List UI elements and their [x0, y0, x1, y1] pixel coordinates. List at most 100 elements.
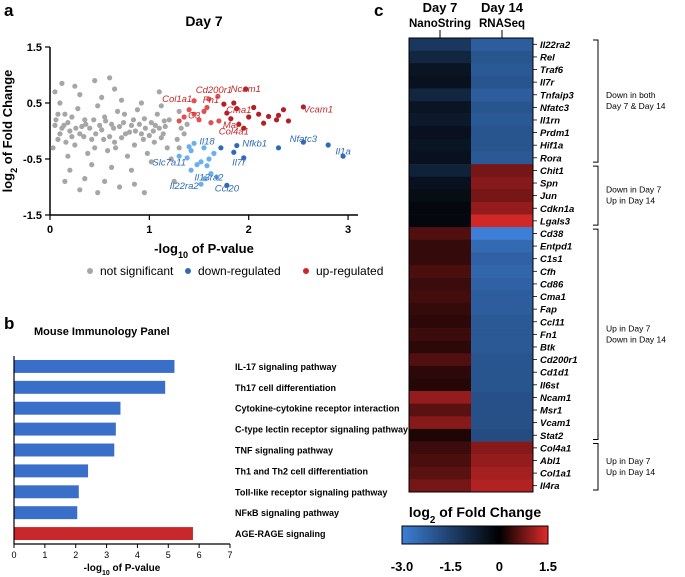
heatmap-cell-day7 — [409, 454, 471, 468]
bar — [14, 485, 79, 499]
gene-label: Il4ra — [540, 481, 560, 492]
heatmap-cell-day7 — [409, 315, 471, 329]
point-not-significant — [57, 100, 63, 106]
point-not-significant — [161, 118, 167, 124]
point-down-regulated — [184, 155, 190, 161]
point-not-significant — [166, 117, 172, 123]
point-not-significant — [89, 136, 95, 142]
point-not-significant — [160, 131, 166, 137]
category-label: Th1 and Th2 cell differentiation — [235, 466, 368, 476]
heatmap-cell-day7 — [409, 302, 471, 316]
group-bracket — [593, 165, 599, 226]
gene-label-up: Maf — [223, 120, 240, 131]
gene-label: Cd38 — [540, 229, 564, 240]
colorbar-title: log2 of Fold Change — [409, 504, 541, 526]
column-header-day: Day 14 — [481, 0, 524, 15]
heatmap-cell-day14 — [471, 176, 533, 190]
heatmap-cell-day7 — [409, 75, 471, 89]
point-down-regulated — [194, 162, 200, 168]
gene-label: Ccl11 — [540, 317, 565, 328]
category-label: IL-17 signaling pathway — [235, 362, 337, 372]
heatmap-cell-day14 — [471, 328, 533, 341]
group-label: Day 7 & Day 14 — [606, 101, 666, 111]
heatmap-cell-day14 — [471, 353, 533, 367]
bar — [14, 380, 166, 394]
gene-label: Msr1 — [540, 406, 562, 417]
x-axis-title: -log10 of P-value — [154, 241, 254, 260]
heatmap-cell-day7 — [409, 189, 471, 203]
point-down-regulated — [211, 150, 217, 156]
point-down-regulated — [188, 148, 194, 154]
heatmap-cell-day7 — [409, 416, 471, 430]
colorbar-tick-label: -1.5 — [439, 559, 461, 574]
point-down-regulated — [234, 142, 240, 149]
point-up-regulated — [196, 117, 202, 123]
gene-label-up: Cd200r1 — [196, 85, 232, 96]
point-not-significant — [148, 159, 154, 165]
point-not-significant — [116, 123, 123, 130]
point-not-significant — [156, 125, 162, 131]
point-up-regulated — [191, 111, 197, 117]
point-not-significant — [142, 125, 148, 131]
gene-label-up: Vcam1 — [303, 105, 333, 116]
gene-label: Entpd1 — [540, 242, 572, 253]
heatmap-cell-day14 — [471, 63, 533, 77]
category-label: NFκB signaling pathway — [235, 508, 339, 518]
point-not-significant — [67, 128, 73, 134]
point-not-significant — [114, 108, 121, 114]
colorbar-tick-label: 1.5 — [539, 559, 557, 574]
heatmap-cell-day7 — [409, 176, 471, 190]
point-up-regulated — [234, 106, 240, 112]
point-not-significant — [87, 125, 93, 131]
bar — [14, 443, 115, 457]
gene-label: Ncam1 — [540, 393, 571, 404]
point-down-regulated — [191, 140, 197, 146]
gene-label: Nfatc3 — [540, 103, 570, 114]
point-not-significant — [59, 80, 65, 86]
heatmap-cell-day14 — [471, 50, 533, 64]
panel-a-volcano-plot: a Day 7 0 1 2 3 1.5 0.5 -0.5 -1.5 -log10 of P-valu… — [0, 1, 383, 278]
heatmap-cell-day7 — [409, 277, 471, 291]
point-not-significant — [83, 121, 89, 127]
gene-label: Traf6 — [540, 65, 564, 76]
point-up-regulated — [176, 118, 182, 124]
gene-label: Cfh — [540, 267, 556, 278]
point-not-significant — [134, 107, 141, 113]
x-axis-title: -log10 of P-value — [84, 563, 161, 577]
point-up-regulated — [243, 86, 249, 92]
x-tick-label: 0 — [47, 224, 53, 236]
bar — [14, 527, 193, 541]
gene-label: Spn — [540, 179, 558, 190]
heatmap-cell-day14 — [471, 479, 533, 493]
point-not-significant — [138, 100, 145, 106]
point-up-regulated — [241, 125, 247, 131]
category-label: Cytokine-cytokine receptor interaction — [235, 404, 400, 414]
x-tick-label: 0 — [11, 550, 16, 560]
point-up-regulated — [275, 112, 282, 118]
point-up-regulated — [206, 96, 212, 102]
gene-label: Rora — [540, 153, 562, 164]
heatmap-cell-day7 — [409, 441, 471, 455]
colorbar-tick-label: 0 — [496, 559, 503, 574]
gene-label: Il22ra2 — [540, 40, 571, 51]
x-tick-label: 1 — [146, 224, 152, 236]
point-not-significant — [168, 156, 174, 162]
point-up-regulated — [215, 93, 221, 99]
heatmap-cell-day14 — [471, 466, 533, 480]
heatmap-cell-day14 — [471, 201, 533, 215]
point-down-regulated — [275, 145, 282, 151]
point-not-significant — [97, 122, 103, 128]
bar-chart-title: Mouse Immunology Panel — [34, 326, 170, 338]
point-not-significant — [158, 135, 164, 141]
point-not-significant — [154, 111, 160, 117]
point-down-regulated — [206, 156, 212, 162]
heatmap-cell-day14 — [471, 454, 533, 468]
heatmap-cell-day14 — [471, 227, 533, 241]
point-not-significant — [150, 128, 156, 134]
y-tick-label: -0.5 — [23, 154, 42, 166]
heatmap-cell-day14 — [471, 101, 533, 114]
group-label: Up in Day 14 — [606, 196, 655, 206]
bar — [14, 401, 121, 415]
point-not-significant — [72, 83, 78, 89]
chart-title: Day 7 — [185, 13, 223, 29]
